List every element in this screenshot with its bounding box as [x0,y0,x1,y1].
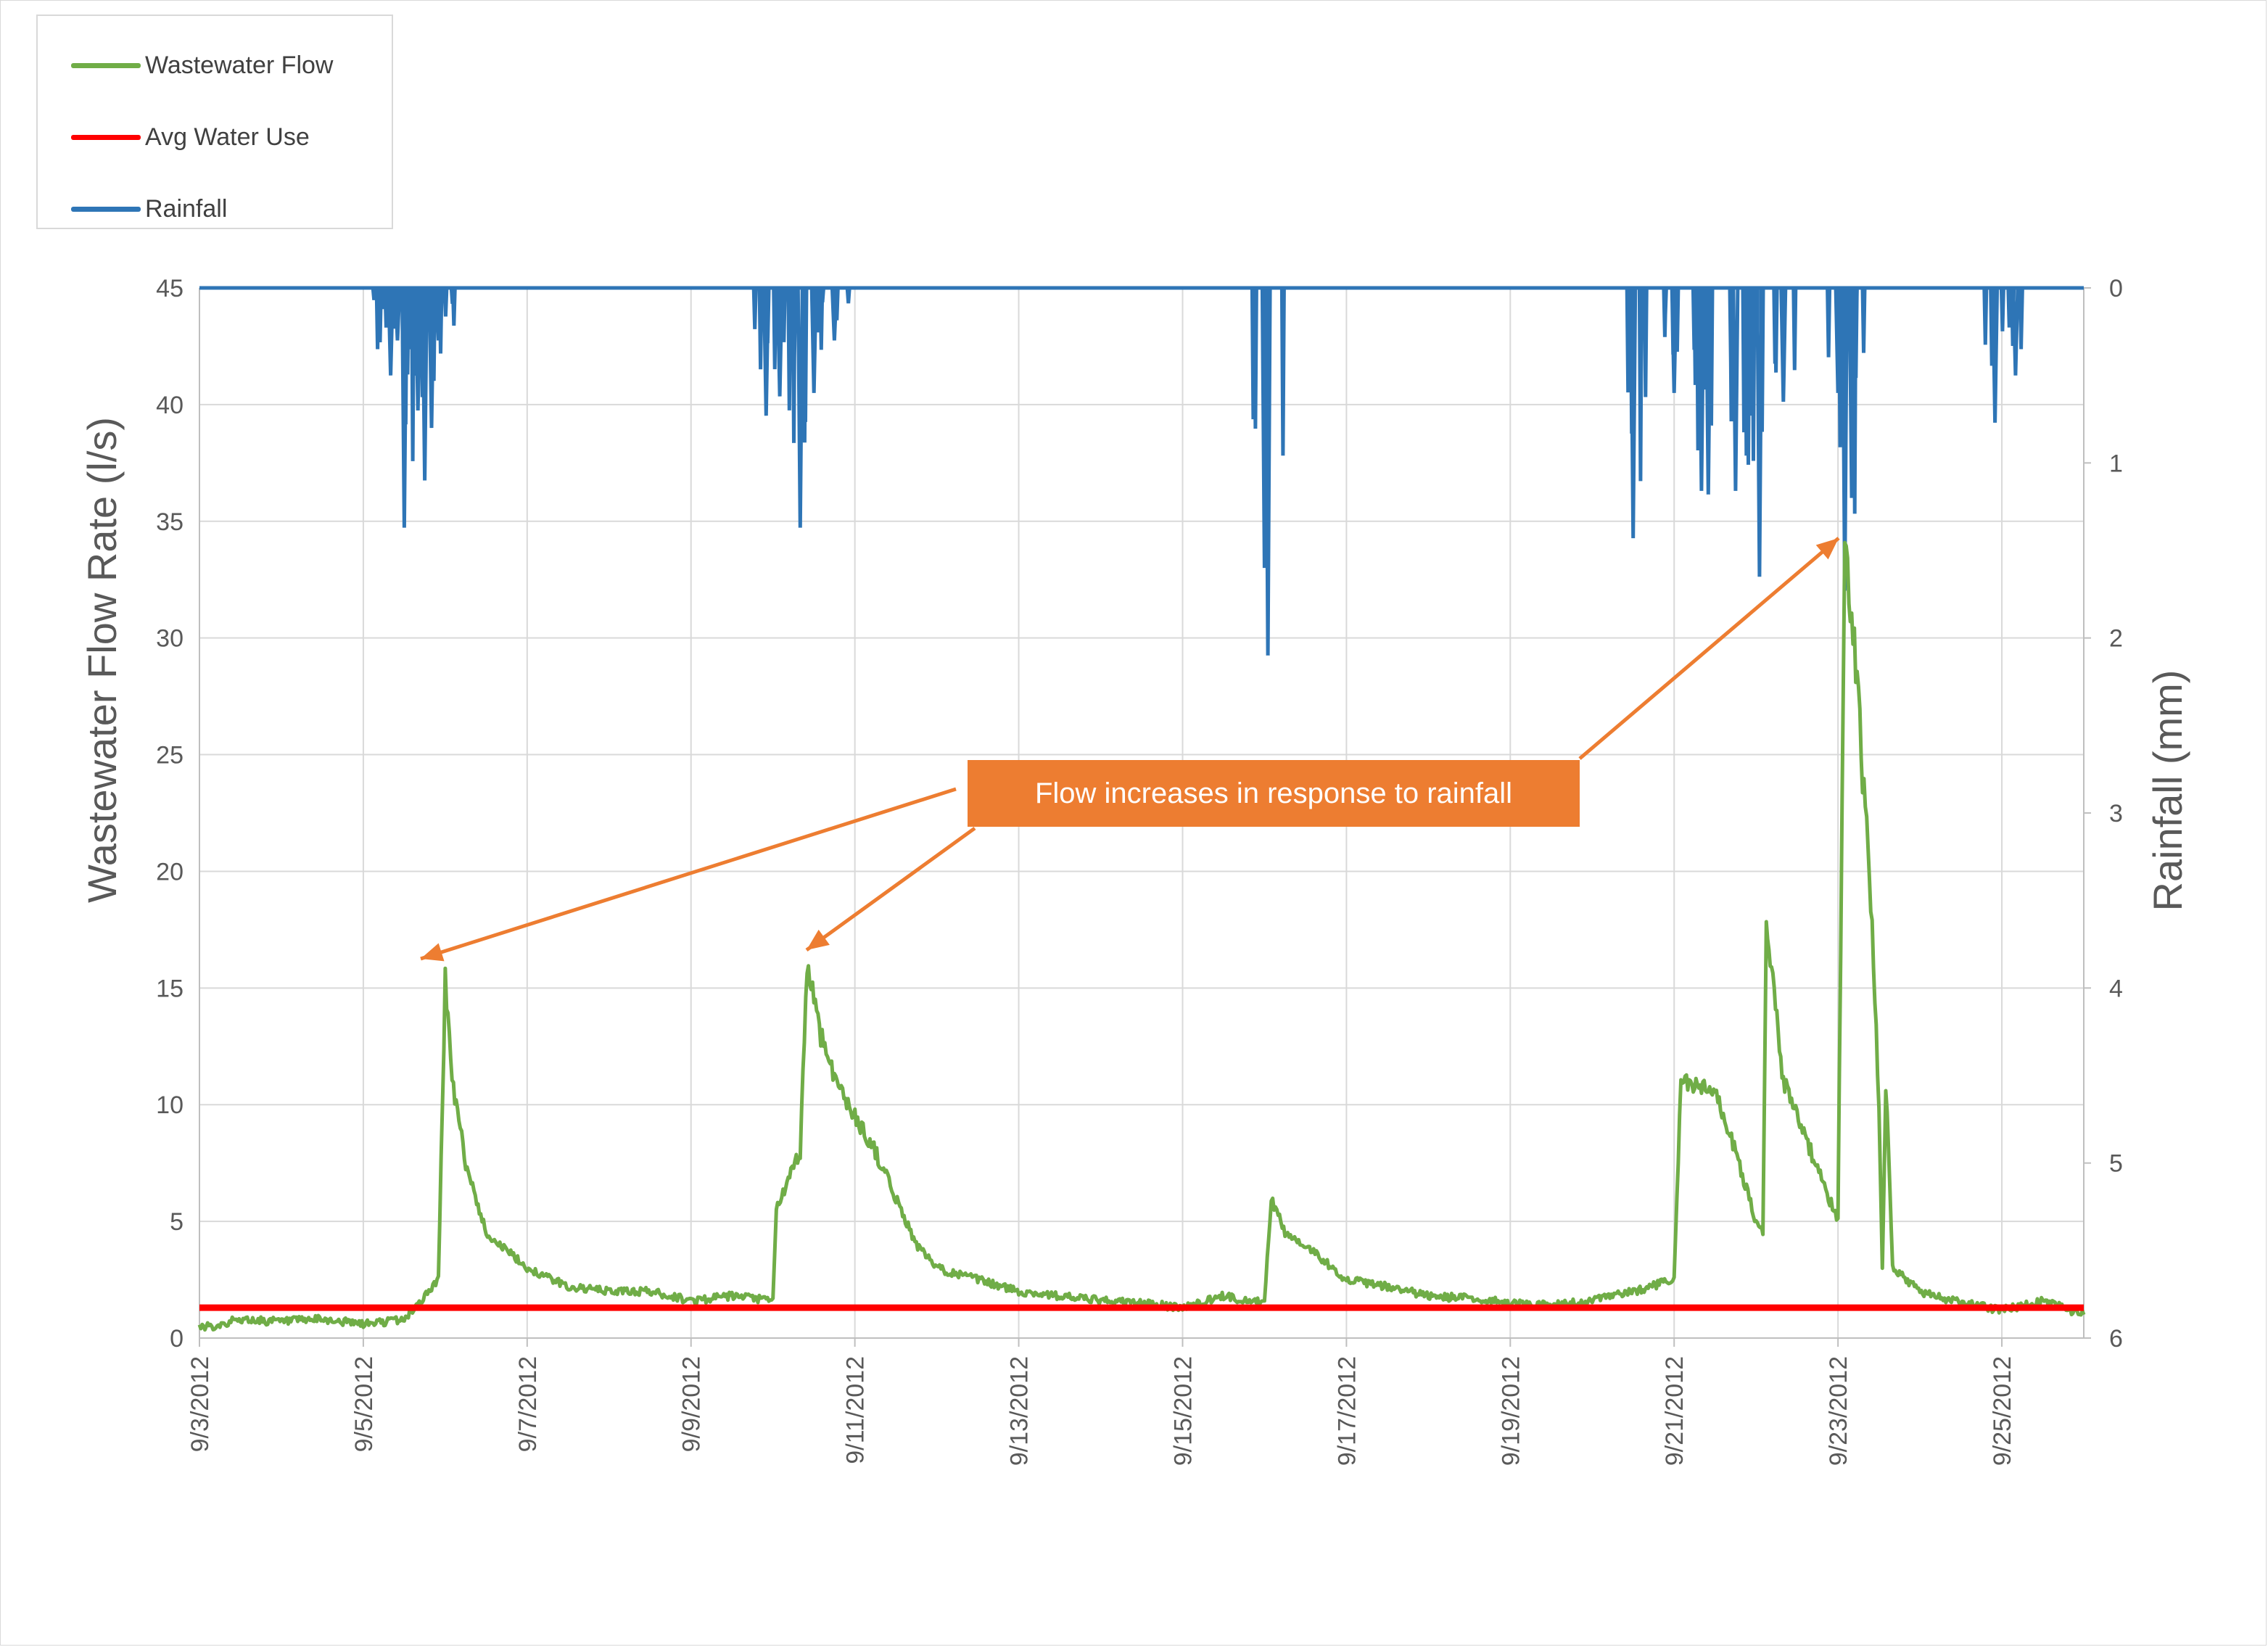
y-axis-title: Wastewater Flow Rate (l/s) [79,417,125,903]
x-tick-label: 9/11/2012 [842,1356,870,1464]
legend-label: Wastewater Flow [145,51,334,79]
x-tick-label: 9/21/2012 [1661,1356,1688,1466]
legend-swatch-avg-water-use [71,134,141,140]
legend-item-avg-water-use: Avg Water Use [71,119,310,155]
y2-axis-title: Rainfall (mm) [2145,670,2190,912]
y-tick-label: 25 [156,742,183,769]
annotation-arrowhead [421,943,445,962]
legend-swatch-wastewater-flow [71,62,141,68]
y-tick-label: 5 [170,1208,183,1236]
rainfall-line [199,286,2084,656]
annotation-arrow [805,826,976,952]
annotation-arrowhead [1815,538,1839,560]
x-tick-label: 9/23/2012 [1825,1356,1852,1466]
legend: Wastewater Flow Avg Water Use Rainfall [36,15,393,229]
x-tick-label: 9/15/2012 [1169,1356,1197,1466]
y2-tick-label: 3 [2109,800,2123,827]
legend-item-wastewater-flow: Wastewater Flow [71,47,333,83]
y2-tick-label: 0 [2109,275,2123,302]
y-tick-label: 0 [170,1325,183,1353]
y2-tick-label: 4 [2109,975,2123,1002]
annotation-arrows [420,537,1840,962]
x-tick-label: 9/3/2012 [186,1356,214,1452]
y2-tick-label: 1 [2109,450,2123,477]
series-layer [197,286,2086,1332]
y-tick-label: 15 [156,975,183,1002]
x-tick-label: 9/25/2012 [1989,1356,2016,1466]
x-tick-label: 9/7/2012 [514,1356,542,1452]
annotation-callout: Flow increases in response to rainfall [968,760,1580,827]
y-tick-label: 45 [156,275,183,302]
wastewater-flow-line [197,540,2086,1332]
y2-tick-label: 2 [2109,625,2123,653]
legend-label: Avg Water Use [145,123,310,151]
x-tick-label: 9/13/2012 [1006,1356,1034,1466]
annotation-arrowhead [807,929,830,950]
annotation-arrow [420,787,957,961]
annotation-arrow [1578,537,1840,760]
y2-tick-label: 5 [2109,1150,2123,1178]
legend-label: Rainfall [145,194,228,223]
legend-swatch-rainfall [71,206,141,212]
x-tick-label: 9/9/2012 [678,1356,706,1452]
x-tick-label: 9/19/2012 [1497,1356,1525,1466]
x-tick-label: 9/5/2012 [350,1356,378,1452]
y-tick-label: 10 [156,1091,183,1119]
y-tick-label: 20 [156,858,183,886]
x-tick-label: 9/17/2012 [1333,1356,1361,1466]
y2-tick-label: 6 [2109,1325,2123,1353]
y-tick-label: 40 [156,392,183,419]
y-tick-label: 30 [156,625,183,653]
y-tick-label: 35 [156,508,183,536]
legend-item-rainfall: Rainfall [71,191,227,227]
